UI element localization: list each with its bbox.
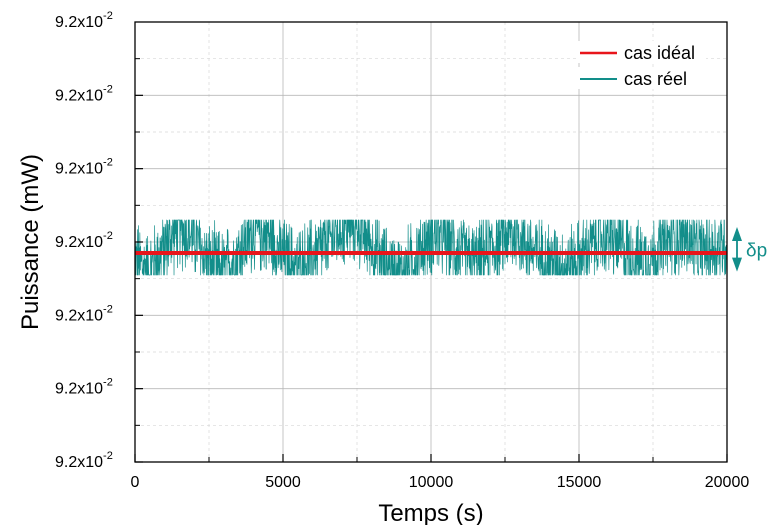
y-tick-exponent: -2 [103, 157, 113, 169]
x-tick-label: 15000 [557, 474, 602, 491]
y-tick-mantissa: 9.2x10 [55, 14, 103, 31]
y-tick-exponent: -2 [103, 230, 113, 242]
y-tick-exponent: -2 [103, 10, 113, 22]
x-tick-label: 20000 [705, 474, 750, 491]
y-tick-label: 9.2x10-2 [55, 303, 113, 324]
y-tick-mantissa: 9.2x10 [55, 307, 103, 324]
delta-p-label: δp [746, 240, 767, 261]
y-tick-label: 9.2x10-2 [55, 450, 113, 471]
y-tick-mantissa: 9.2x10 [55, 381, 103, 398]
y-tick-label: 9.2x10-2 [55, 377, 113, 398]
y-tick-exponent: -2 [103, 83, 113, 95]
axes: 0 5000 10000 15000 200009.2x10-29.2x10-29.2x… [55, 10, 749, 491]
delta-p-arrow-head-top [732, 227, 742, 241]
y-tick-mantissa: 9.2x10 [55, 161, 103, 178]
x-tick-label: 5000 [265, 474, 301, 491]
delta-p-arrow-head-bottom [732, 257, 742, 272]
y-tick-exponent: -2 [103, 377, 113, 389]
x-tick-label: 0 [131, 474, 140, 491]
y-tick-exponent: -2 [103, 303, 113, 315]
series-line-cas-reel [134, 219, 728, 276]
y-tick-label: 9.2x10-2 [55, 10, 113, 31]
y-tick-mantissa: 9.2x10 [55, 234, 103, 251]
delta-p-annotation: δp [732, 227, 767, 272]
y-tick-label: 9.2x10-2 [55, 83, 113, 104]
series-layer [134, 219, 728, 276]
y-axis-title: Puissance (mW) [17, 154, 44, 330]
legend-item-background [578, 41, 706, 63]
y-tick-exponent: -2 [103, 450, 113, 462]
legend: cas idéal cas réel [578, 41, 706, 89]
legend-label: cas idéal [624, 43, 695, 63]
legend-item-background [578, 67, 706, 89]
x-axis-title: Temps (s) [378, 500, 483, 525]
y-tick-mantissa: 9.2x10 [55, 87, 103, 104]
legend-label: cas réel [624, 69, 687, 89]
y-tick-label: 9.2x10-2 [55, 157, 113, 178]
x-tick-label: 10000 [409, 474, 454, 491]
y-tick-label: 9.2x10-2 [55, 230, 113, 251]
y-tick-mantissa: 9.2x10 [55, 454, 103, 471]
